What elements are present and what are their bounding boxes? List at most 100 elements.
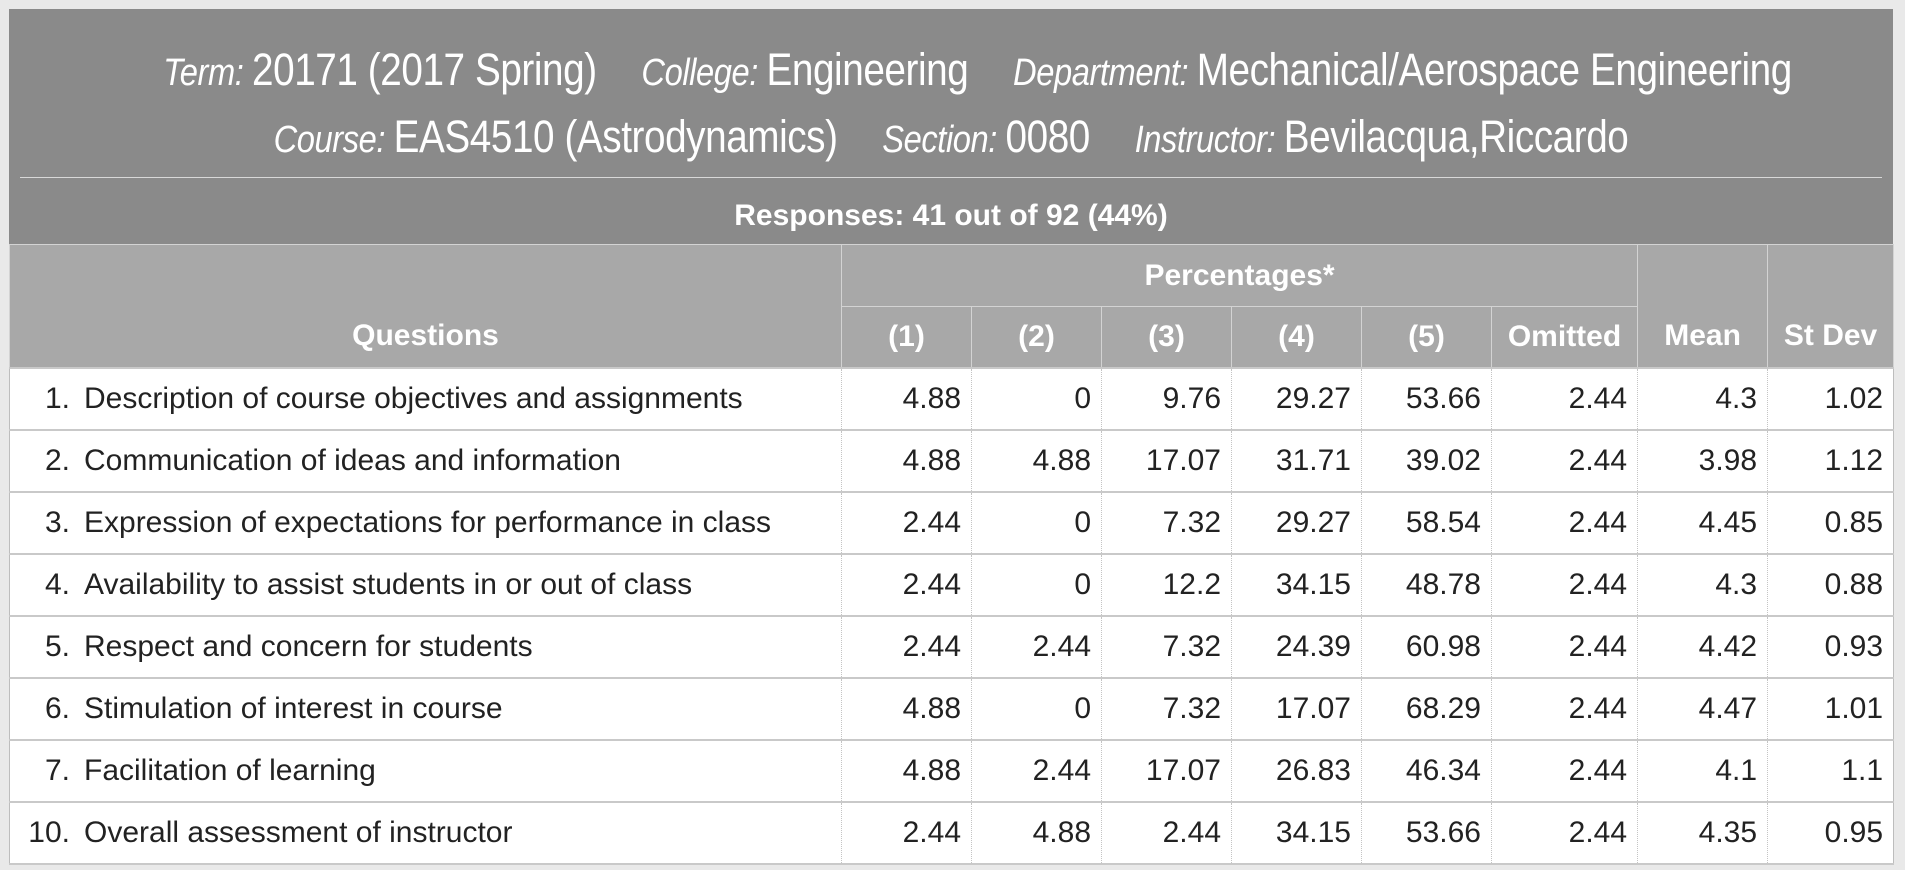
omitted-cell: 2.44 [1490, 615, 1639, 679]
header-line-1: Term: 20171 (2017 Spring) College: Engineer… [141, 44, 1792, 96]
pct-3-cell: 9.76 [1101, 367, 1232, 431]
pct-5-cell: 53.66 [1361, 801, 1492, 865]
results-table: Questions Percentages* Mean St Dev (1) (… [9, 244, 1895, 865]
question-text: Respect and concern for students [84, 630, 533, 663]
header-line-2: Course: EAS4510 (Astrodynamics) Section: 00… [141, 111, 1761, 163]
table-row: 1. Description of course objectives and a… [9, 367, 1895, 431]
mean-cell: 4.3 [1637, 553, 1769, 617]
college-value: Engineering [766, 44, 969, 95]
question-number: 1. [44, 382, 70, 415]
instructor-field: Instructor: Bevilacqua,Riccardo [1135, 111, 1629, 163]
question-text: Expression of expectations for performan… [84, 506, 771, 539]
omitted-header: Omitted [1490, 306, 1639, 369]
mean-header: Mean [1637, 244, 1769, 369]
instructor-label: Instructor: [1134, 119, 1276, 161]
pct-4-cell: 34.15 [1231, 553, 1362, 617]
question-cell: 6. Stimulation of interest in course [9, 677, 842, 741]
pct-5-cell: 53.66 [1361, 367, 1492, 431]
col-4-header: (4) [1231, 306, 1362, 369]
mean-cell: 4.42 [1637, 615, 1769, 679]
college-label: College: [641, 52, 758, 94]
pct-4-cell: 29.27 [1231, 491, 1362, 555]
section-value: 0080 [1005, 111, 1091, 162]
question-cell: 10. Overall assessment of instructor [9, 801, 842, 865]
pct-5-cell: 58.54 [1361, 491, 1492, 555]
stdev-cell: 0.95 [1767, 801, 1895, 865]
stdev-cell: 1.12 [1767, 429, 1895, 493]
question-text: Facilitation of learning [84, 754, 376, 787]
pct-2-cell: 4.88 [971, 429, 1102, 493]
pct-1-cell: 4.88 [841, 677, 972, 741]
pct-1-cell: 2.44 [841, 553, 972, 617]
stdev-cell: 0.88 [1767, 553, 1895, 617]
mean-cell: 4.47 [1637, 677, 1769, 741]
question-text: Overall assessment of instructor [84, 816, 513, 849]
pct-2-cell: 0 [971, 677, 1102, 741]
mean-cell: 4.1 [1637, 739, 1769, 803]
stdev-cell: 0.85 [1767, 491, 1895, 555]
col-3-header: (3) [1101, 306, 1232, 369]
pct-4-cell: 26.83 [1231, 739, 1362, 803]
pct-4-cell: 17.07 [1231, 677, 1362, 741]
omitted-cell: 2.44 [1490, 367, 1639, 431]
col-5-header: (5) [1361, 306, 1492, 369]
mean-cell: 3.98 [1637, 429, 1769, 493]
stdev-cell: 1.02 [1767, 367, 1895, 431]
question-number: 3. [44, 506, 70, 539]
question-cell: 5. Respect and concern for students [9, 615, 842, 679]
pct-5-cell: 39.02 [1361, 429, 1492, 493]
pct-2-cell: 2.44 [971, 615, 1102, 679]
pct-3-cell: 17.07 [1101, 429, 1232, 493]
term-label: Term: [163, 52, 244, 94]
question-number: 5. [44, 630, 70, 663]
question-number: 4. [44, 568, 70, 601]
pct-1-cell: 2.44 [841, 801, 972, 865]
pct-1-cell: 4.88 [841, 367, 972, 431]
omitted-cell: 2.44 [1490, 429, 1639, 493]
omitted-cell: 2.44 [1490, 739, 1639, 803]
question-text: Communication of ideas and information [84, 444, 621, 477]
pct-2-cell: 0 [971, 491, 1102, 555]
header-divider [20, 177, 1882, 178]
mean-cell: 4.35 [1637, 801, 1769, 865]
pct-3-cell: 7.32 [1101, 615, 1232, 679]
pct-3-cell: 12.2 [1101, 553, 1232, 617]
question-cell: 2. Communication of ideas and information [9, 429, 842, 493]
question-cell: 4. Availability to assist students in or … [9, 553, 842, 617]
table-row: 10. Overall assessment of instructor 2.44… [9, 801, 1895, 865]
question-cell: 1. Description of course objectives and a… [9, 367, 842, 431]
question-text: Stimulation of interest in course [84, 692, 503, 725]
table-row: 7. Facilitation of learning 4.88 2.44 17.… [9, 739, 1895, 803]
pct-5-cell: 46.34 [1361, 739, 1492, 803]
table-row: 3. Expression of expectations for perform… [9, 491, 1895, 555]
pct-1-cell: 2.44 [841, 491, 972, 555]
report-header: Term: 20171 (2017 Spring) College: Engineer… [9, 9, 1893, 244]
pct-2-cell: 4.88 [971, 801, 1102, 865]
table-row: 5. Respect and concern for students 2.44 … [9, 615, 1895, 679]
pct-3-cell: 7.32 [1101, 491, 1232, 555]
pct-1-cell: 4.88 [841, 739, 972, 803]
col-2-header: (2) [971, 306, 1102, 369]
omitted-cell: 2.44 [1490, 491, 1639, 555]
department-value: Mechanical/Aerospace Engineering [1196, 44, 1792, 95]
stdev-cell: 1.01 [1767, 677, 1895, 741]
evaluation-report: Term: 20171 (2017 Spring) College: Engineer… [9, 9, 1895, 865]
stdev-cell: 0.93 [1767, 615, 1895, 679]
college-field: College: Engineering [641, 44, 968, 96]
section-label: Section: [882, 119, 997, 161]
pct-2-cell: 0 [971, 553, 1102, 617]
question-text: Availability to assist students in or ou… [84, 568, 693, 601]
pct-5-cell: 48.78 [1361, 553, 1492, 617]
department-field: Department: Mechanical/Aerospace Engineer… [1013, 44, 1792, 96]
pct-2-cell: 0 [971, 367, 1102, 431]
mean-cell: 4.45 [1637, 491, 1769, 555]
question-cell: 7. Facilitation of learning [9, 739, 842, 803]
mean-cell: 4.3 [1637, 367, 1769, 431]
pct-5-cell: 60.98 [1361, 615, 1492, 679]
omitted-cell: 2.44 [1490, 677, 1639, 741]
table-row: 6. Stimulation of interest in course 4.88… [9, 677, 1895, 741]
questions-header: Questions [9, 244, 842, 369]
omitted-cell: 2.44 [1490, 801, 1639, 865]
percentages-header: Percentages* [840, 244, 1639, 307]
instructor-value: Bevilacqua,Riccardo [1283, 111, 1629, 162]
